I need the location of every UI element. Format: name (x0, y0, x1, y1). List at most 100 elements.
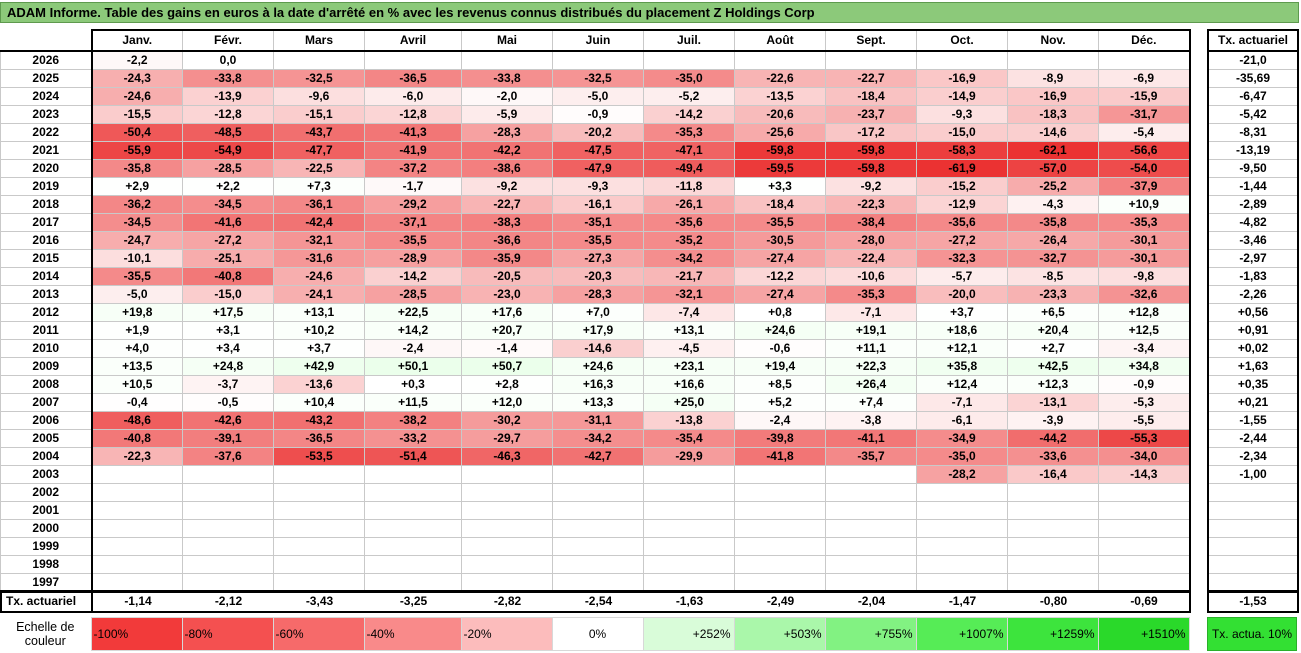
gain-cell: -14,3 (1098, 465, 1191, 484)
gain-cell (364, 50, 462, 70)
gain-cell: -28,3 (461, 123, 553, 142)
gain-cell: -32,7 (1007, 249, 1099, 268)
scale-swatch: -40% (363, 617, 462, 651)
gain-cell: -47,5 (552, 141, 644, 160)
gain-cell: -20,0 (916, 285, 1008, 304)
gain-cell: -41,1 (825, 429, 917, 448)
gain-cell: -24,3 (90, 69, 183, 88)
scale-swatch: +1007% (915, 617, 1008, 651)
gain-cell: -4,3 (1007, 195, 1099, 214)
year-label: 2026 (0, 50, 92, 70)
year-label: 2001 (0, 501, 92, 520)
gain-cell: -30,1 (1098, 231, 1191, 250)
year-label: 2011 (0, 321, 92, 340)
gain-cell: -32,5 (552, 69, 644, 88)
gain-cell: -35,1 (552, 213, 644, 232)
gain-cell: -15,0 (916, 123, 1008, 142)
gain-cell: +35,8 (916, 357, 1008, 376)
gain-cell: -8,5 (1007, 267, 1099, 286)
gain-cell (643, 519, 735, 538)
gain-cell: -24,6 (90, 87, 183, 106)
scale-swatch: -100% (90, 617, 183, 651)
table-row: 2013 -5,0 -15,0 -24,1 -28,5 -23,0 -28,3 -32,1 -2… (0, 285, 1191, 304)
gain-cell: +5,2 (734, 393, 826, 412)
gain-cell (825, 501, 917, 520)
gain-cell: -35,0 (643, 69, 735, 88)
gain-cell: -41,8 (734, 447, 826, 466)
gain-cell: -12,9 (916, 195, 1008, 214)
gain-cell: -32,3 (916, 249, 1008, 268)
gain-cell: -39,8 (734, 429, 826, 448)
gain-cell (1007, 483, 1099, 502)
gain-cell (364, 465, 462, 484)
gain-cell: -35,5 (552, 231, 644, 250)
table-row: 2007 -0,4 -0,5 +10,4 +11,5 +12,0 +13,3 +25,0 +5,… (0, 393, 1191, 412)
gain-cell: -38,3 (461, 213, 553, 232)
gain-cell (825, 555, 917, 574)
gain-cell: -3,8 (825, 411, 917, 430)
gain-cell (182, 573, 274, 593)
gain-cell: -15,0 (182, 285, 274, 304)
gain-cell: -10,1 (90, 249, 183, 268)
gain-cell: -24,6 (273, 267, 365, 286)
gain-cell: -32,1 (273, 231, 365, 250)
gain-cell (1098, 573, 1191, 593)
gain-cell (1007, 537, 1099, 556)
gain-cell: -2,2 (90, 50, 183, 70)
gain-cell (1098, 501, 1191, 520)
gain-cell: -9,6 (273, 87, 365, 106)
gain-cell (825, 519, 917, 538)
gain-cell: -30,5 (734, 231, 826, 250)
gain-cell: +3,4 (182, 339, 274, 358)
gain-cell: -2,4 (364, 339, 462, 358)
table-row: 1998 (0, 555, 1191, 574)
actuarial-rate-cell: -1,44 (1207, 177, 1299, 196)
gain-cell (734, 519, 826, 538)
year-label: 2016 (0, 231, 92, 250)
table-row: 2012 +19,8 +17,5 +13,1 +22,5 +17,6 +7,0 -7,4 +0,… (0, 303, 1191, 322)
year-label: 2002 (0, 483, 92, 502)
gain-cell: +20,4 (1007, 321, 1099, 340)
gain-cell: -55,3 (1098, 429, 1191, 448)
gain-cell: -40,8 (90, 429, 183, 448)
gain-cell: -62,1 (1007, 141, 1099, 160)
gain-cell: -0,4 (90, 393, 183, 412)
gain-cell (364, 483, 462, 502)
gain-cell: -47,9 (552, 159, 644, 178)
gain-cell: -59,8 (825, 141, 917, 160)
gain-cell: -20,3 (552, 267, 644, 286)
gain-cell (461, 519, 553, 538)
year-label: 2007 (0, 393, 92, 412)
gain-cell: +3,1 (182, 321, 274, 340)
gain-cell: +2,8 (461, 375, 553, 394)
gain-cell: -44,2 (1007, 429, 1099, 448)
table-row: 2025 -24,3 -33,8 -32,5 -36,5 -33,8 -32,5 -35,0-… (0, 69, 1191, 88)
year-label: 2013 (0, 285, 92, 304)
gain-cell: +17,9 (552, 321, 644, 340)
gain-cell: -46,3 (461, 447, 553, 466)
gain-cell: -34,2 (643, 249, 735, 268)
year-label: 2015 (0, 249, 92, 268)
table-row: 2000 (0, 519, 1191, 538)
gain-cell: -9,2 (825, 177, 917, 196)
gain-cell: +7,3 (273, 177, 365, 196)
gain-cell: -5,7 (916, 267, 1008, 286)
gain-cell: -35,5 (90, 267, 183, 286)
month-header: Déc. (1098, 29, 1191, 52)
month-header: Juil. (643, 29, 735, 52)
table-row: 2008 +10,5 -3,7 -13,6 +0,3 +2,8 +16,3 +16,6 +8,5… (0, 375, 1191, 394)
color-scale-legend: Echelle de couleur -100% -80% -60% -40% -20%… (0, 617, 1190, 651)
gain-cell: -28,3 (552, 285, 644, 304)
table-row: 2003 -28,2 -16,4 -14,3 (0, 465, 1191, 484)
gain-cell: -40,8 (182, 267, 274, 286)
gain-cell: -28,0 (825, 231, 917, 250)
actuarial-rate-cell: -4,82 (1207, 213, 1299, 232)
gain-cell: -0,6 (734, 339, 826, 358)
gain-cell: -17,2 (825, 123, 917, 142)
gain-cell: +12,4 (916, 375, 1008, 394)
actuarial-rate-cell: -1,83 (1207, 267, 1299, 286)
gain-cell: -23,7 (825, 105, 917, 124)
actuarial-rate-column: Tx. actuariel -21,0 -35,69 -6,47 -5,42 -8,31-… (1207, 29, 1299, 593)
gain-cell: -37,2 (364, 159, 462, 178)
gain-cell: -42,2 (461, 141, 553, 160)
